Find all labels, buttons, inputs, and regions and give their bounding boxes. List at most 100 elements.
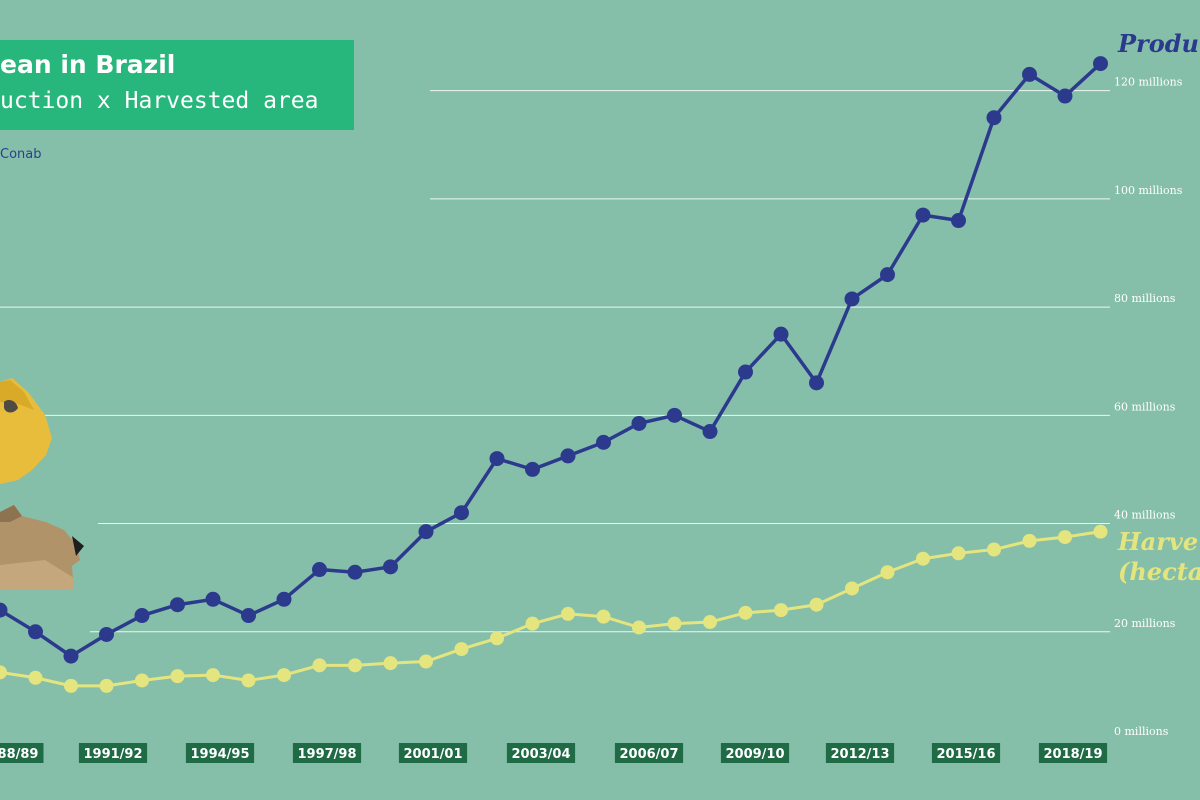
data-point bbox=[631, 415, 647, 431]
data-point bbox=[489, 451, 505, 467]
data-point bbox=[880, 267, 895, 283]
data-point bbox=[809, 375, 824, 391]
y-tick-label: 100 millions bbox=[1114, 184, 1183, 197]
data-point bbox=[703, 615, 717, 630]
data-point bbox=[418, 524, 434, 540]
production-series bbox=[0, 56, 1108, 664]
x-tick-bg bbox=[0, 743, 44, 763]
data-point bbox=[951, 213, 966, 229]
data-point bbox=[490, 631, 504, 646]
x-tick-bg bbox=[506, 743, 576, 763]
data-point bbox=[1022, 66, 1037, 82]
title-box bbox=[0, 40, 354, 130]
data-point bbox=[1093, 524, 1108, 539]
data-point bbox=[667, 407, 682, 423]
x-tick-label: 1991/92 bbox=[83, 747, 142, 762]
data-point bbox=[738, 605, 753, 620]
data-point bbox=[99, 626, 114, 642]
data-point bbox=[63, 648, 79, 664]
y-tick-label: 20 millions bbox=[1114, 617, 1176, 630]
data-point bbox=[205, 591, 221, 607]
x-tick-label: 2015/16 bbox=[936, 747, 995, 762]
data-point bbox=[28, 670, 43, 685]
capybara-illustration bbox=[0, 505, 84, 590]
source-label: Conab bbox=[0, 147, 42, 162]
legend-production: Produ bbox=[1117, 29, 1199, 58]
data-point bbox=[312, 562, 327, 578]
legend-harvested-line1: Harve bbox=[1117, 527, 1198, 556]
data-point bbox=[880, 565, 895, 580]
x-tick-bg bbox=[292, 743, 362, 763]
data-point bbox=[916, 551, 930, 566]
data-point bbox=[667, 616, 682, 631]
data-point bbox=[845, 581, 859, 596]
data-point bbox=[383, 559, 398, 575]
y-tick-label: 40 millions bbox=[1114, 509, 1176, 522]
x-tick-label: 88/89 bbox=[0, 747, 38, 762]
data-point bbox=[738, 364, 753, 380]
y-tick-label: 80 millions bbox=[1114, 292, 1176, 305]
data-point bbox=[561, 606, 575, 621]
data-point bbox=[135, 673, 149, 688]
data-point bbox=[525, 616, 540, 631]
data-point bbox=[632, 620, 646, 635]
data-point bbox=[844, 291, 860, 307]
x-tick-bg bbox=[1038, 743, 1108, 763]
data-point bbox=[1022, 533, 1037, 548]
harvested-area-series bbox=[0, 524, 1108, 693]
x-tick-label: 2012/13 bbox=[830, 747, 889, 762]
data-point bbox=[134, 608, 150, 624]
data-point bbox=[170, 597, 185, 613]
data-point bbox=[28, 624, 43, 640]
data-point bbox=[702, 424, 718, 440]
data-point bbox=[64, 678, 78, 693]
data-point bbox=[560, 448, 576, 464]
data-point bbox=[348, 658, 362, 673]
data-point bbox=[454, 505, 469, 521]
data-point bbox=[0, 665, 7, 680]
series-line bbox=[0, 62, 1102, 658]
data-point bbox=[276, 591, 292, 607]
data-point bbox=[170, 669, 185, 684]
x-tick-bg bbox=[720, 743, 790, 763]
x-tick-bg bbox=[931, 743, 1001, 763]
data-point bbox=[99, 678, 114, 693]
data-point bbox=[1093, 56, 1108, 72]
x-tick-label: 2009/10 bbox=[725, 747, 784, 762]
data-point bbox=[206, 668, 220, 683]
data-point bbox=[987, 542, 1001, 557]
data-point bbox=[774, 603, 788, 618]
x-tick-label: 2003/04 bbox=[511, 747, 570, 762]
data-point bbox=[773, 326, 789, 342]
data-point bbox=[596, 434, 611, 450]
y-tick-label: 120 millions bbox=[1114, 76, 1183, 89]
data-point bbox=[0, 602, 8, 618]
data-point bbox=[419, 654, 433, 669]
x-tick-label: 1994/95 bbox=[190, 747, 249, 762]
x-tick-label: 2001/01 bbox=[403, 747, 462, 762]
x-tick-label: 2006/07 bbox=[619, 747, 678, 762]
y-tick-label: 60 millions bbox=[1114, 400, 1176, 413]
data-point bbox=[312, 658, 327, 673]
y-axis-ticks: 0 millions 20 millions 40 millions 60 milli… bbox=[1114, 76, 1183, 738]
data-point bbox=[241, 673, 256, 688]
x-tick-label: 1997/98 bbox=[297, 747, 356, 762]
data-point bbox=[915, 207, 931, 223]
data-point bbox=[1057, 88, 1073, 104]
cat-illustration bbox=[0, 378, 52, 484]
data-point bbox=[277, 668, 291, 683]
data-point bbox=[383, 656, 398, 671]
data-point bbox=[951, 546, 966, 561]
data-point bbox=[809, 597, 824, 612]
x-tick-bg bbox=[398, 743, 468, 763]
chart-subtitle: uction x Harvested area bbox=[0, 88, 319, 114]
data-point bbox=[454, 642, 469, 657]
x-tick-bg bbox=[825, 743, 895, 763]
x-tick-bg bbox=[185, 743, 255, 763]
data-point bbox=[241, 608, 256, 624]
chart-title: ean in Brazil bbox=[0, 50, 176, 79]
data-point bbox=[1058, 530, 1072, 545]
x-tick-label: 2018/19 bbox=[1043, 747, 1102, 762]
